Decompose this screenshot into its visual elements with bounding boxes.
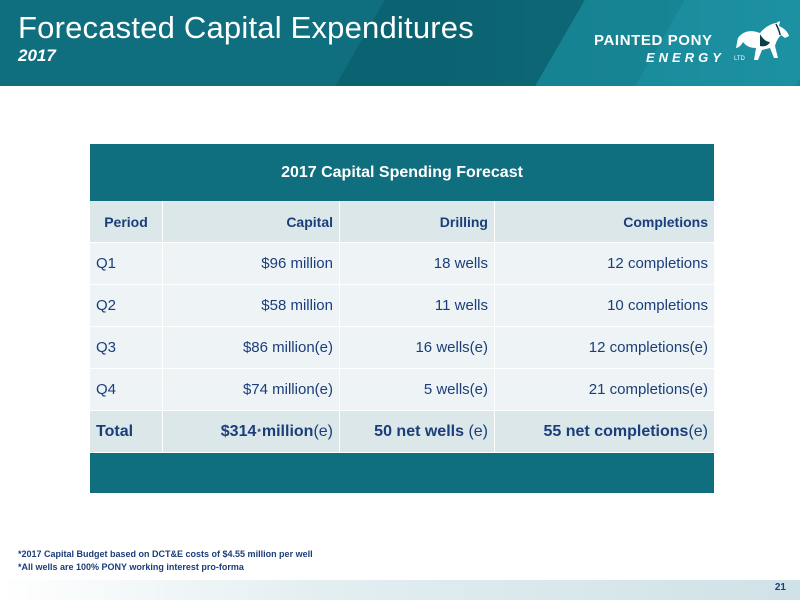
company-logo: PAINTED PONY ENERGY LTD: [584, 18, 794, 74]
table-row: Q3 $86 million(e) 16 wells(e) 12 complet…: [90, 327, 714, 369]
bottom-bar: 21: [0, 580, 800, 600]
column-header-capital: Capital: [163, 201, 340, 242]
cell-period: Q1: [90, 243, 163, 284]
logo-text-line2: ENERGY: [646, 50, 725, 65]
total-label: Total: [96, 422, 134, 440]
cell-completions: 12 completions(e): [588, 339, 708, 356]
table-row: Q1 $96 million 18 wells 12 completions: [90, 243, 714, 285]
table-row: Q2 $58 million 11 wells 10 completions: [90, 285, 714, 327]
table-header-row: Period Capital Drilling Completions: [90, 201, 714, 243]
total-completions-suffix: (e): [688, 422, 708, 440]
footnote: *All wells are 100% PONY working interes…: [18, 562, 244, 572]
total-drilling-suffix: (e): [464, 422, 488, 440]
cell-drilling: 11 wells: [340, 285, 495, 326]
total-capital-value: $314: [220, 422, 257, 440]
total-capital-unit: million: [261, 422, 314, 440]
page-number: 21: [774, 582, 786, 593]
capital-spending-table: 2017 Capital Spending Forecast Period Ca…: [90, 144, 714, 496]
cell-completions: 10 completions: [607, 297, 708, 314]
table-footer-band: [90, 453, 714, 493]
cell-drilling: 18 wells: [340, 243, 495, 284]
cell-drilling-total: 50 net wells (e): [340, 411, 495, 452]
cell-drilling: 16 wells(e): [340, 327, 495, 368]
cell-period-total: Total: [90, 411, 163, 452]
cell-period: Q4: [90, 369, 163, 410]
logo-text-line1: PAINTED PONY: [594, 32, 713, 49]
cell-capital: $58 million: [163, 285, 340, 326]
cell-period: Q2: [90, 285, 163, 326]
cell-completions: 21 completions(e): [588, 381, 708, 398]
cell-completions-total: 55 net completions (e): [495, 411, 714, 452]
footnotes: *2017 Capital Budget based on DCT&E cost…: [18, 548, 313, 574]
total-capital-suffix: (e): [313, 422, 333, 440]
cell-capital-total: $314 * million (e): [163, 411, 340, 452]
cell-capital: $74 million(e): [163, 369, 340, 410]
column-header-period: Period: [90, 201, 163, 242]
page-title: Forecasted Capital Expenditures: [18, 10, 474, 45]
footnote: *2017 Capital Budget based on DCT&E cost…: [18, 549, 313, 559]
total-completions-value: 55 net completions: [543, 422, 689, 440]
cell-period: Q3: [90, 327, 163, 368]
page-subtitle: 2017: [18, 46, 56, 65]
table-title: 2017 Capital Spending Forecast: [90, 144, 714, 201]
cell-drilling: 5 wells(e): [340, 369, 495, 410]
column-header-completions: Completions: [623, 213, 708, 230]
footnote-marker: *: [257, 426, 261, 437]
cell-capital: $86 million(e): [163, 327, 340, 368]
logo-tm: LTD: [734, 56, 745, 62]
cell-capital: $96 million: [163, 243, 340, 284]
column-header-drilling: Drilling: [340, 201, 495, 242]
header-banner: Forecasted Capital Expenditures 2017 PAI…: [0, 0, 800, 86]
cell-completions: 12 completions: [607, 255, 708, 272]
table-row: Q4 $74 million(e) 5 wells(e) 21 completi…: [90, 369, 714, 411]
horse-icon: [736, 21, 789, 60]
total-drilling-value: 50 net wells: [374, 422, 464, 440]
table-total-row: Total $314 * million (e) 50 net wells (e) …: [90, 411, 714, 453]
